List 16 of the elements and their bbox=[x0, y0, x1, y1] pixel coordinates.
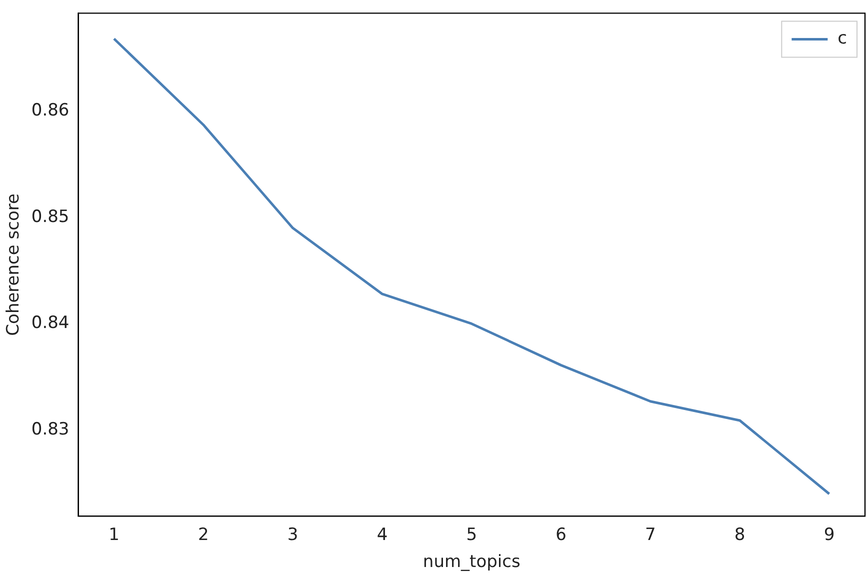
y-tick-label: 0.86 bbox=[31, 100, 70, 120]
y-tick-label: 0.84 bbox=[31, 313, 70, 334]
x-tick-label: 9 bbox=[824, 524, 835, 545]
x-tick-label: 2 bbox=[198, 524, 209, 545]
x-tick-label: 1 bbox=[108, 524, 120, 545]
y-axis-title: Coherence score bbox=[4, 194, 24, 336]
y-tick-label: 0.85 bbox=[31, 206, 70, 227]
legend-label: c bbox=[838, 28, 848, 49]
x-tick-label: 3 bbox=[287, 524, 298, 545]
x-axis-title: num_topics bbox=[422, 552, 520, 572]
x-tick-label: 4 bbox=[376, 524, 388, 545]
y-tick-label: 0.83 bbox=[31, 419, 70, 440]
x-tick-label: 7 bbox=[645, 524, 656, 545]
x-tick-label: 6 bbox=[556, 524, 566, 545]
x-tick-label: 5 bbox=[466, 524, 478, 545]
x-tick-label: 8 bbox=[734, 524, 746, 545]
